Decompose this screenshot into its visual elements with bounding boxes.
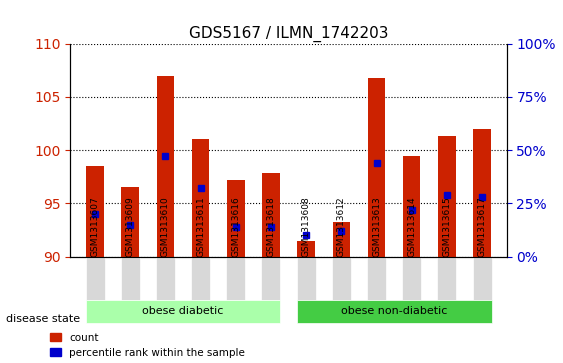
Text: GSM1313615: GSM1313615 <box>443 196 452 257</box>
FancyBboxPatch shape <box>297 257 316 300</box>
FancyBboxPatch shape <box>156 257 175 300</box>
FancyBboxPatch shape <box>86 300 280 323</box>
FancyBboxPatch shape <box>297 300 491 323</box>
Text: disease state: disease state <box>6 314 80 325</box>
Text: GSM1313616: GSM1313616 <box>231 196 240 257</box>
Text: GSM1313611: GSM1313611 <box>196 196 205 257</box>
Bar <box>473 129 491 257</box>
FancyBboxPatch shape <box>86 257 105 300</box>
Bar <box>368 78 385 257</box>
FancyBboxPatch shape <box>437 257 457 300</box>
FancyBboxPatch shape <box>332 257 351 300</box>
Bar <box>227 180 244 257</box>
Text: GSM1313607: GSM1313607 <box>91 196 100 257</box>
Text: GSM1313614: GSM1313614 <box>407 196 416 257</box>
Bar <box>157 76 174 257</box>
FancyBboxPatch shape <box>261 257 280 300</box>
FancyBboxPatch shape <box>191 257 210 300</box>
Text: obese non-diabetic: obese non-diabetic <box>341 306 447 317</box>
Text: GSM1313618: GSM1313618 <box>266 196 275 257</box>
Bar <box>297 241 315 257</box>
Bar <box>122 187 139 257</box>
Text: GSM1313613: GSM1313613 <box>372 196 381 257</box>
Title: GDS5167 / ILMN_1742203: GDS5167 / ILMN_1742203 <box>189 26 388 42</box>
Bar <box>262 174 280 257</box>
FancyBboxPatch shape <box>120 257 140 300</box>
Text: GSM1313609: GSM1313609 <box>126 196 135 257</box>
FancyBboxPatch shape <box>402 257 421 300</box>
FancyBboxPatch shape <box>367 257 386 300</box>
Text: obese diabetic: obese diabetic <box>142 306 224 317</box>
FancyBboxPatch shape <box>472 257 491 300</box>
FancyBboxPatch shape <box>226 257 245 300</box>
Bar <box>86 166 104 257</box>
Bar <box>403 156 421 257</box>
Bar <box>192 139 209 257</box>
Text: GSM1313612: GSM1313612 <box>337 196 346 257</box>
Legend: count, percentile rank within the sample: count, percentile rank within the sample <box>50 333 245 358</box>
Bar <box>333 223 350 257</box>
Text: GSM1313610: GSM1313610 <box>161 196 170 257</box>
Text: GSM1313617: GSM1313617 <box>477 196 486 257</box>
Text: GSM1313608: GSM1313608 <box>302 196 311 257</box>
Bar <box>438 136 455 257</box>
